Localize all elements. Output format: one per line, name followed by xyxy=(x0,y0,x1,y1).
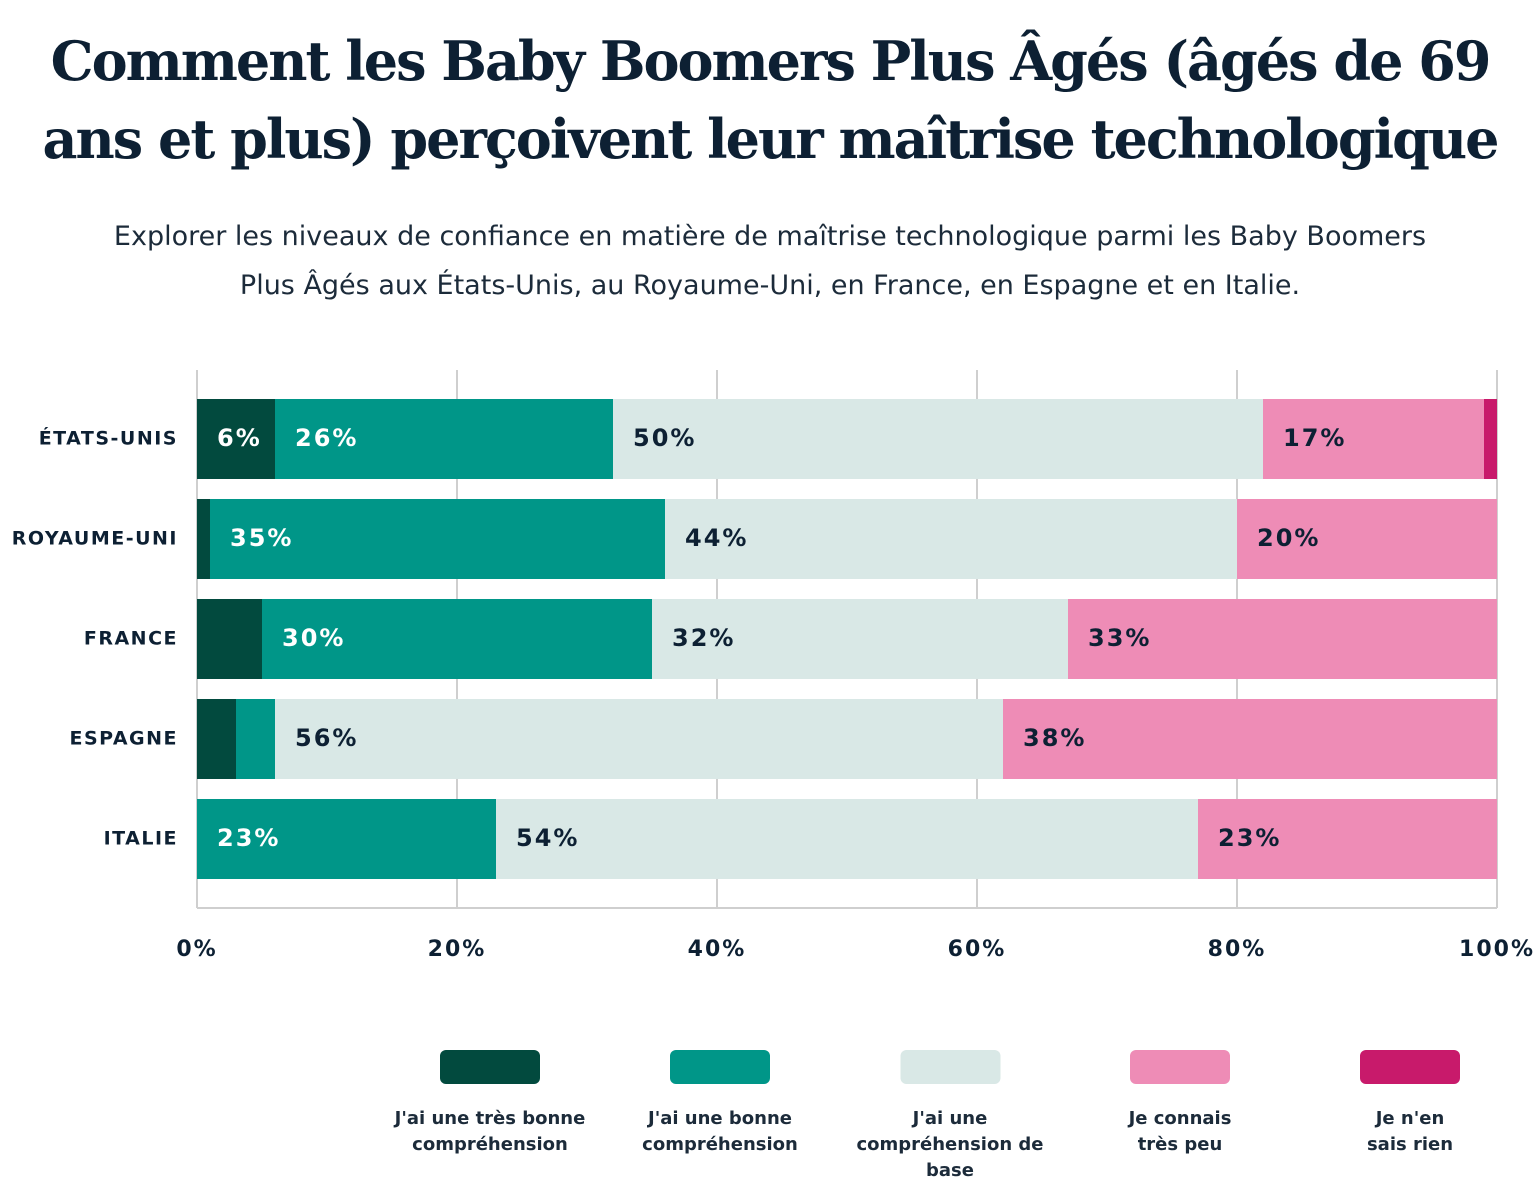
bar-segment xyxy=(197,699,236,779)
value-label: 50% xyxy=(633,424,696,452)
legend-item: J'ai une très bonne compréhension xyxy=(390,1050,590,1158)
x-tick-label: 0% xyxy=(176,937,217,962)
legend-item: J'ai une bonne compréhension xyxy=(620,1050,820,1158)
chart-title: Comment les Baby Boomers Plus Âgés (âgés… xyxy=(42,29,1500,171)
bar-segment xyxy=(197,799,496,879)
bar-segment xyxy=(665,499,1237,579)
y-tick-label: ÉTATS-UNIS xyxy=(39,427,178,450)
legend-item: Je connais très peu xyxy=(1125,1050,1235,1158)
x-tick-label: 100% xyxy=(1459,937,1535,962)
bar-segment xyxy=(275,699,1003,779)
legend-item: J'ai une compréhension de base xyxy=(838,1050,1063,1184)
bar-segment xyxy=(1003,699,1497,779)
bar-segment xyxy=(1484,399,1497,479)
legend-label: J'ai une très bonne compréhension xyxy=(394,1108,586,1155)
value-label: 54% xyxy=(516,824,579,852)
bar-segment xyxy=(262,599,652,679)
bar-segment xyxy=(275,399,613,479)
legend-swatch xyxy=(900,1050,1000,1084)
bar-segment xyxy=(236,699,275,779)
bar-segment xyxy=(496,799,1198,879)
y-tick-label: FRANCE xyxy=(84,628,178,650)
value-label: 17% xyxy=(1283,424,1346,452)
y-tick-label: ITALIE xyxy=(104,828,178,850)
bar-segment xyxy=(1068,599,1497,679)
legend-swatch xyxy=(670,1050,770,1084)
value-label: 20% xyxy=(1257,524,1320,552)
legend-label: J'ai une compréhension de base xyxy=(856,1108,1044,1181)
value-label: 30% xyxy=(282,624,345,652)
value-label: 6% xyxy=(217,424,262,452)
bar-segment xyxy=(210,499,665,579)
y-tick-label: ESPAGNE xyxy=(69,728,178,750)
legend-label: Je n'en sais rien xyxy=(1366,1108,1454,1155)
x-tick-label: 80% xyxy=(1208,937,1267,962)
legend-swatch xyxy=(1360,1050,1460,1084)
y-tick-label: ROYAUME-UNI xyxy=(12,528,178,550)
value-label: 32% xyxy=(672,624,735,652)
legend-label: J'ai une bonne compréhension xyxy=(642,1108,798,1155)
bar-segment xyxy=(1237,499,1497,579)
value-label: 23% xyxy=(217,824,280,852)
bar-segment xyxy=(197,399,275,479)
value-label: 56% xyxy=(295,724,358,752)
legend-swatch xyxy=(1130,1050,1230,1084)
x-tick-label: 20% xyxy=(428,937,487,962)
chart-subtitle: Explorer les niveaux de confiance en mat… xyxy=(113,221,1427,301)
legend-label: Je connais très peu xyxy=(1128,1108,1232,1155)
bar-segment xyxy=(1263,399,1484,479)
legend-swatch xyxy=(440,1050,540,1084)
legend-item: Je n'en sais rien xyxy=(1360,1050,1460,1158)
value-label: 44% xyxy=(685,524,748,552)
chart: 0% 20% 40% 60% 80% 100% ÉTATS-UNIS 6% 26% 50% 17% R… xyxy=(12,370,1535,962)
x-tick-label: 60% xyxy=(948,937,1007,962)
value-label: 35% xyxy=(230,524,293,552)
bar-segment xyxy=(197,499,210,579)
bar-segment xyxy=(613,399,1263,479)
bar-segment xyxy=(652,599,1068,679)
value-label: 23% xyxy=(1218,824,1281,852)
value-label: 38% xyxy=(1023,724,1086,752)
bar-segment xyxy=(1198,799,1497,879)
value-label: 26% xyxy=(295,424,358,452)
bar-segment xyxy=(197,599,262,679)
value-label: 33% xyxy=(1088,624,1151,652)
x-tick-label: 40% xyxy=(688,937,747,962)
